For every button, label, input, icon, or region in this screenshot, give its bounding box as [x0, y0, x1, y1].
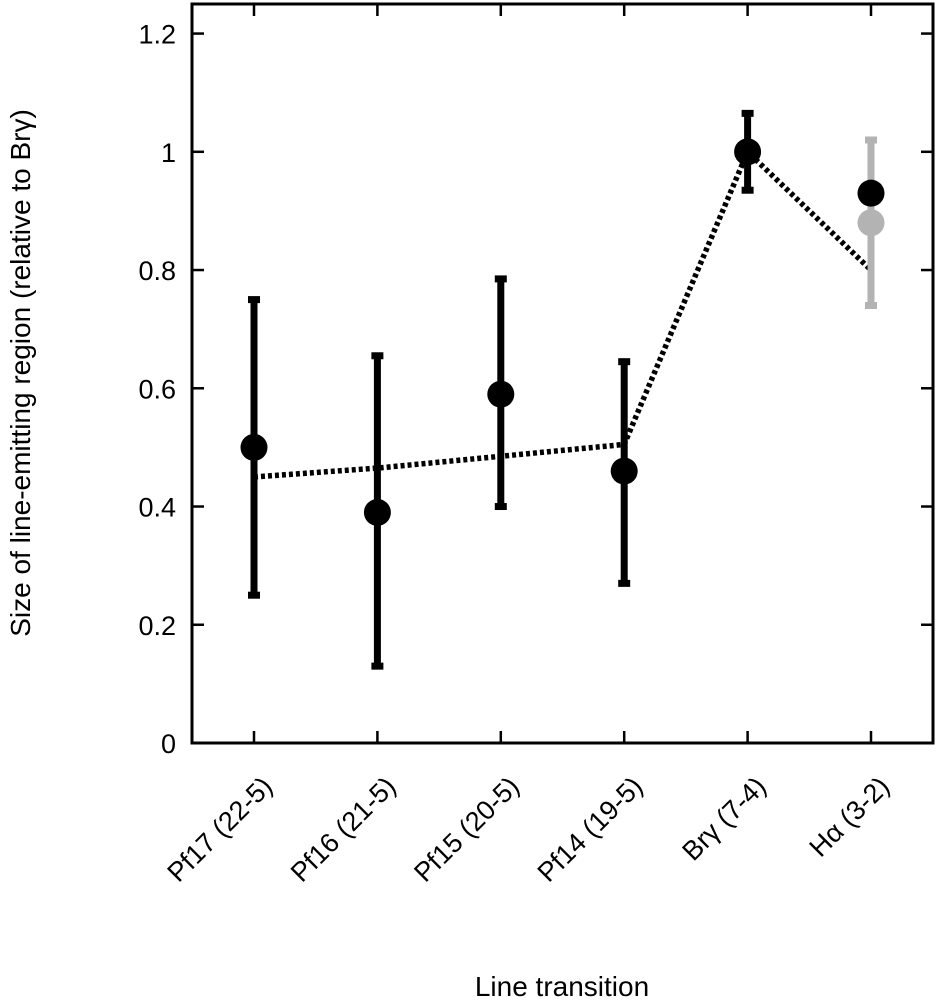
y-tick-label: 0.2 — [138, 611, 176, 641]
axis-ticks — [192, 4, 933, 745]
data-point — [610, 457, 638, 485]
y-tick-label: 0.8 — [138, 256, 176, 286]
y-tick-label: 0 — [161, 729, 176, 759]
y-tick-label: 0.6 — [138, 374, 176, 404]
x-tick-label: Pf15 (20-5) — [408, 771, 525, 888]
x-tick-label: Hα (3-2) — [804, 771, 896, 863]
model-line — [253, 147, 873, 480]
data-point — [363, 498, 391, 526]
x-axis-title: Line transition — [475, 971, 649, 1000]
x-tick-label: Pf16 (21-5) — [285, 771, 402, 888]
data-point — [857, 209, 885, 237]
y-tick-label: 1 — [161, 138, 176, 168]
data-point — [487, 380, 515, 408]
data-point — [734, 138, 762, 166]
data-point — [857, 179, 885, 207]
y-axis-title: Size of line-emitting region (relative t… — [5, 109, 36, 637]
model-series — [253, 147, 873, 480]
x-tick-label: Pf14 (19-5) — [532, 771, 649, 888]
data-point — [240, 433, 268, 461]
y-tick-label: 0.4 — [138, 493, 176, 523]
x-tick-label: Brγ (7-4) — [676, 771, 771, 866]
error-bars — [248, 109, 877, 670]
data-points — [240, 138, 885, 526]
x-tick-label: Pf17 (22-5) — [162, 771, 279, 888]
plot-area-frame — [190, 2, 935, 745]
y-tick-label: 1.2 — [138, 20, 176, 50]
